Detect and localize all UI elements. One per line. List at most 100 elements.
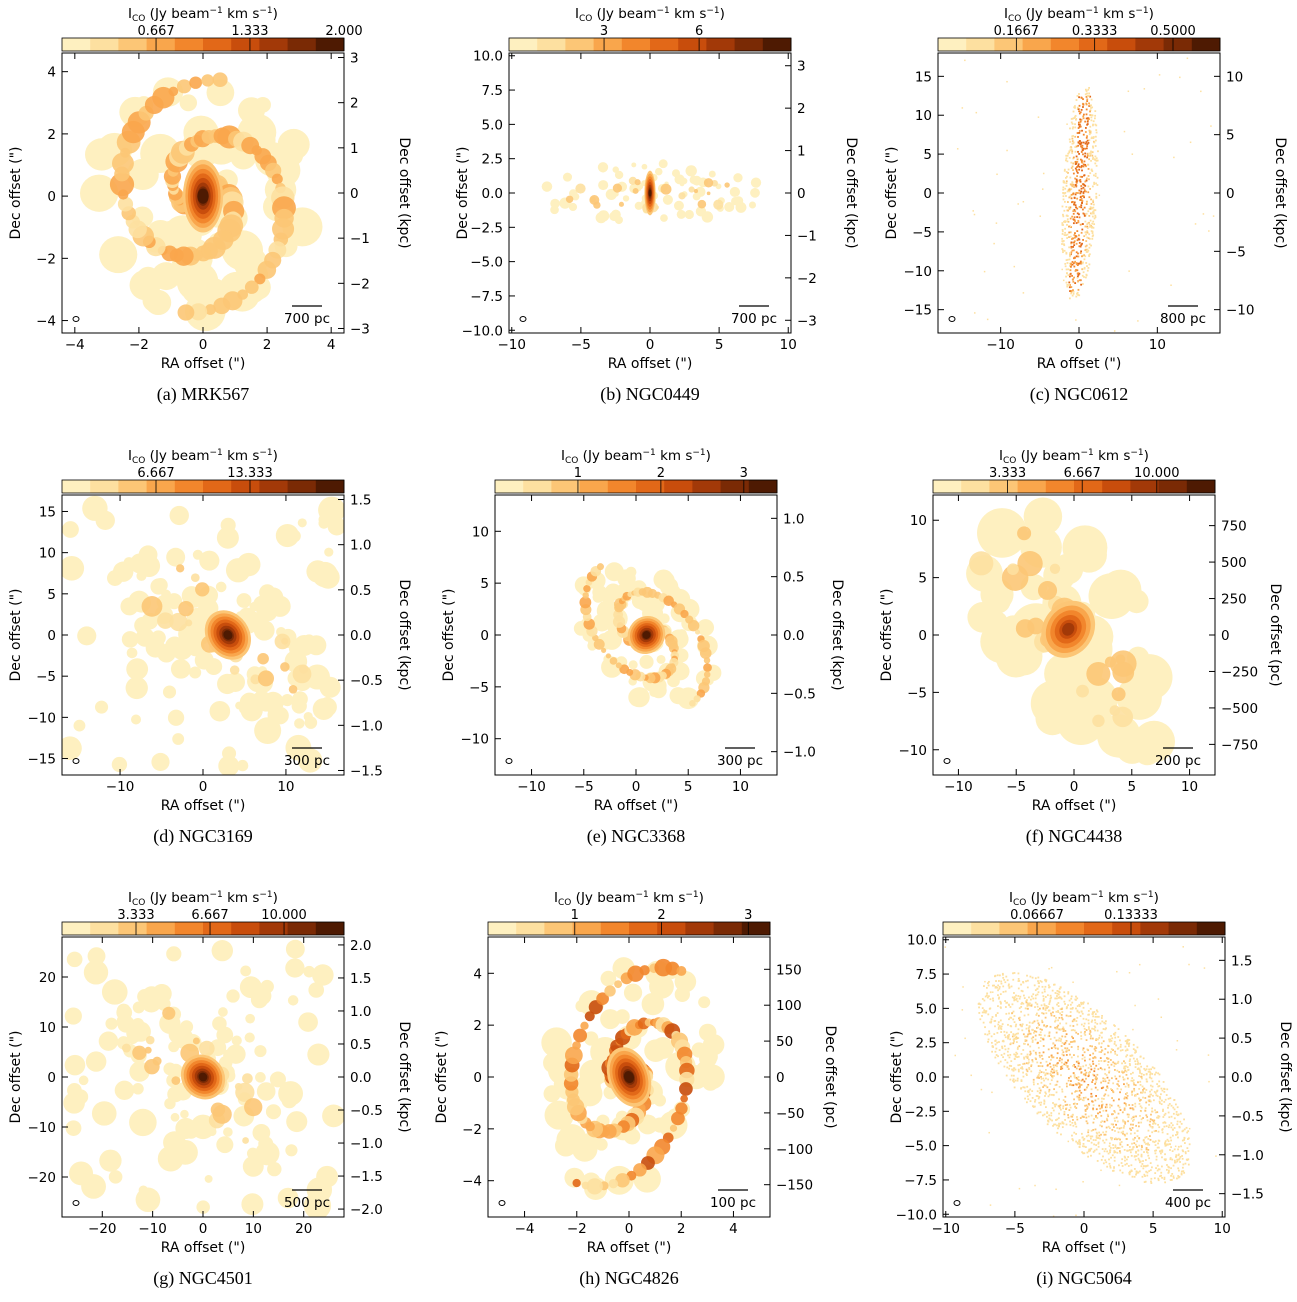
emission-pixel <box>1100 1133 1102 1136</box>
emission-blob <box>573 1028 588 1043</box>
emission-pixel <box>1048 1001 1051 1004</box>
emission-blob <box>257 670 275 687</box>
x-tick-label: −10 <box>944 779 973 795</box>
emission-pixel <box>1002 976 1005 979</box>
emission-pixel <box>1003 1045 1006 1048</box>
colorbar-segment <box>1191 38 1221 51</box>
emission-pixel <box>1107 1051 1109 1054</box>
emission-blob <box>151 630 166 646</box>
emission-pixel <box>1093 1028 1095 1030</box>
emission-pixel <box>1077 1076 1080 1078</box>
emission-pixel <box>980 1088 983 1091</box>
emission-pixel <box>1064 221 1067 223</box>
emission-pixel <box>1112 1061 1115 1064</box>
emission-pixel <box>1078 125 1081 128</box>
emission-pixel <box>1053 1015 1056 1017</box>
emission-pixel <box>1145 1114 1148 1117</box>
emission-pixel <box>1085 108 1088 111</box>
emission-pixel <box>1150 1088 1153 1091</box>
emission-pixel <box>1080 1003 1083 1006</box>
emission-pixel <box>1056 995 1058 997</box>
emission-pixel <box>1041 1021 1044 1024</box>
emission-pixel <box>1123 1083 1125 1086</box>
emission-pixel <box>1064 1047 1067 1050</box>
right-tick-label: 50 <box>776 1034 793 1050</box>
emission-pixel <box>1090 207 1093 209</box>
emission-blob <box>1017 551 1043 577</box>
emission-blob <box>189 76 203 89</box>
emission-pixel <box>1040 1081 1043 1084</box>
colorbar-segment <box>1055 922 1085 935</box>
emission-blob <box>550 205 559 215</box>
emission-pixel <box>1165 1143 1167 1146</box>
emission-pixel <box>1072 209 1074 212</box>
colorbar-segment <box>692 480 722 493</box>
emission-pixel <box>1087 1019 1090 1022</box>
emission-pixel <box>1068 1043 1071 1046</box>
y-tick-label: −5.0 <box>904 1139 937 1155</box>
emission-pixel <box>1067 991 1070 993</box>
emission-pixel <box>1156 1083 1159 1085</box>
emission-blob <box>267 1161 282 1177</box>
emission-pixel <box>1059 1068 1062 1070</box>
emission-pixel <box>1084 1088 1087 1091</box>
emission-pixel <box>1088 263 1091 266</box>
emission-pixel <box>1095 1108 1098 1111</box>
emission-pixel <box>1036 1083 1039 1085</box>
emission-pixel <box>1076 132 1079 134</box>
emission-pixel <box>1061 222 1064 224</box>
emission-pixel <box>1068 1077 1070 1079</box>
emission-pixel <box>1058 1059 1061 1062</box>
emission-pixel <box>1142 1160 1144 1162</box>
y-axis-label-right: Dec offset (kpc) <box>829 579 845 690</box>
emission-pixel <box>1052 1011 1054 1014</box>
emission-pixel <box>1023 997 1026 1000</box>
emission-pixel <box>1079 118 1082 121</box>
emission-pixel <box>1133 1168 1136 1170</box>
emission-pixel <box>1183 1138 1186 1141</box>
colorbar-segment <box>62 922 91 935</box>
emission-pixel <box>1180 1170 1183 1173</box>
right-tick-label: 2 <box>797 101 806 117</box>
emission-pixel <box>1060 997 1063 1000</box>
emission-pixel <box>1022 981 1025 984</box>
emission-pixel <box>1039 215 1042 217</box>
emission-blob <box>579 596 592 609</box>
emission-pixel <box>1046 1112 1049 1115</box>
emission-pixel <box>1067 1114 1069 1116</box>
emission-pixel <box>1173 1148 1176 1151</box>
emission-pixel <box>1081 175 1083 178</box>
emission-pixel <box>1147 1148 1150 1151</box>
emission-pixel <box>1075 1107 1078 1109</box>
emission-blob <box>597 162 609 173</box>
emission-pixel <box>1037 1097 1040 1100</box>
emission-blob <box>249 601 260 612</box>
emission-pixel <box>1014 1033 1017 1036</box>
emission-pixel <box>1072 249 1075 252</box>
emission-pixel <box>1124 1040 1127 1043</box>
emission-pixel <box>1078 1068 1081 1071</box>
emission-blob <box>238 97 265 124</box>
emission-pixel <box>1020 1079 1023 1082</box>
emission-pixel <box>1146 1116 1149 1118</box>
right-tick-label: −2.0 <box>350 1202 383 1218</box>
emission-pixel <box>1075 295 1078 298</box>
emission-pixel <box>1129 1127 1131 1130</box>
emission-pixel <box>1118 1184 1121 1187</box>
emission-blob <box>676 966 687 976</box>
emission-pixel <box>1009 1042 1012 1045</box>
emission-pixel <box>1069 206 1072 209</box>
emission-pixel <box>1072 1019 1075 1022</box>
emission-pixel <box>1065 268 1068 271</box>
emission-pixel <box>1064 1095 1067 1098</box>
emission-pixel <box>1173 1159 1176 1162</box>
colorbar-frame <box>61 479 345 494</box>
emission-pixel <box>1017 978 1020 980</box>
emission-pixel <box>1085 1104 1088 1107</box>
emission-pixel <box>1149 1072 1152 1074</box>
emission-blob <box>199 550 220 571</box>
emission-pixel <box>1067 209 1070 212</box>
emission-pixel <box>1178 1175 1181 1178</box>
emission-pixel <box>1084 88 1087 91</box>
